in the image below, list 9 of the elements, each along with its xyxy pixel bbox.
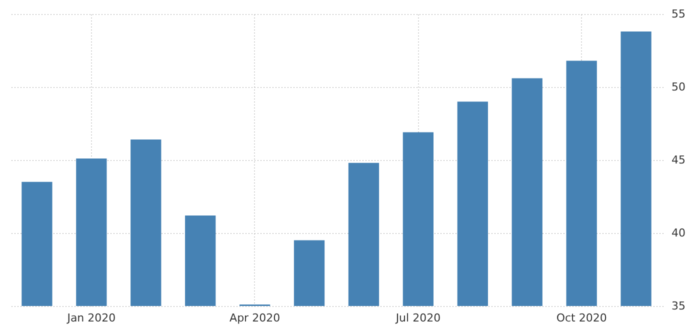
y-tick-label: 55 [672,8,686,20]
y-tick-label: 50 [672,80,686,94]
x-tick-label: Oct 2020 [556,312,607,324]
y-tick-label: 40 [672,226,686,240]
y-tick-label: 45 [672,154,686,166]
x-tick-label: Jan 2020 [66,312,116,324]
y-tick-label: 35 [672,300,686,312]
x-tick-label: Apr 2020 [230,312,280,324]
x-tick-label: Jul 2020 [394,312,441,324]
